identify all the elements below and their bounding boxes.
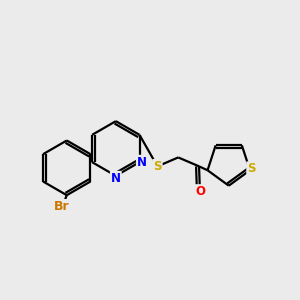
Text: S: S: [153, 160, 162, 173]
Text: Br: Br: [54, 200, 69, 213]
Text: N: N: [111, 172, 121, 185]
Text: N: N: [137, 156, 147, 169]
Text: S: S: [247, 162, 256, 175]
Text: O: O: [195, 185, 205, 198]
